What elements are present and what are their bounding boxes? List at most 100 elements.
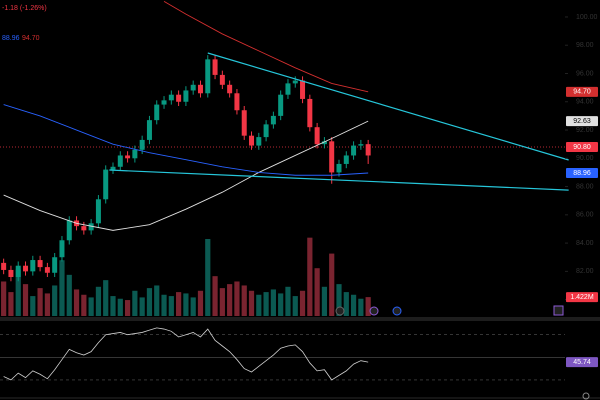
- price-label-box: [566, 141, 598, 152]
- volume-bar: [241, 285, 247, 316]
- candle-body: [249, 135, 255, 146]
- volume-bar: [37, 288, 43, 316]
- candle-body: [212, 59, 218, 75]
- candle-body: [30, 260, 36, 272]
- volume-bar: [227, 284, 233, 316]
- candle-body: [154, 104, 160, 121]
- candle-body: [81, 226, 87, 231]
- volume-bar: [8, 292, 14, 316]
- candle-body: [146, 120, 152, 140]
- candle-body: [285, 83, 291, 95]
- price-label: 1.422M: [570, 294, 594, 301]
- header-change: -1.18 (-1.26%): [2, 5, 47, 12]
- volume-bar: [292, 296, 298, 316]
- candle-body: [234, 93, 240, 111]
- candle-body: [110, 166, 116, 170]
- y-tick-label: 100.00: [576, 14, 598, 21]
- moving-average: [3, 104, 369, 176]
- y-tick-label: 98.00: [576, 42, 594, 49]
- volume-bar: [103, 280, 109, 316]
- candle-body: [343, 155, 349, 164]
- volume-bar: [212, 276, 218, 316]
- candle-body: [1, 262, 7, 270]
- candle-body: [8, 269, 14, 278]
- price-label: 88.96: [573, 170, 591, 177]
- settings-icon[interactable]: [582, 392, 590, 400]
- header-ma-value: 88.96: [2, 35, 20, 42]
- volume-bar: [176, 292, 182, 316]
- price-label-box: [566, 357, 598, 368]
- candle-body: [351, 145, 357, 156]
- volume-bar: [73, 289, 80, 316]
- candle-body: [59, 240, 65, 258]
- volume-bar: [22, 284, 29, 316]
- price-label-box: [566, 167, 598, 178]
- candle-body: [197, 84, 203, 94]
- y-tick-label: 86.00: [576, 212, 594, 219]
- y-tick-label: 82.00: [576, 268, 594, 275]
- volume-bar: [307, 237, 313, 316]
- volume-bar: [95, 286, 102, 316]
- y-tick-label: 92.00: [576, 127, 594, 134]
- candle-body: [190, 84, 196, 91]
- trendline: [207, 52, 569, 161]
- candle-body: [263, 124, 269, 138]
- candle-body: [168, 94, 174, 101]
- volume-bar: [52, 285, 58, 316]
- volume-bar: [59, 260, 65, 316]
- price-axis: 80.0082.0084.0086.0088.0090.0092.0094.00…: [565, 14, 598, 368]
- volume-bar: [278, 293, 284, 316]
- volume-bar: [66, 274, 72, 316]
- volume-bar: [219, 288, 225, 316]
- candle-body: [219, 74, 225, 85]
- event-icon[interactable]: [369, 306, 379, 316]
- volume-bar: [365, 297, 371, 316]
- volume-bar: [110, 296, 116, 316]
- y-tick-label: 90.00: [576, 155, 594, 162]
- event-icon[interactable]: [392, 306, 402, 316]
- candle-body: [300, 80, 306, 99]
- volume-bar: [314, 268, 320, 316]
- volume-bar: [329, 253, 335, 316]
- price-label-box: [566, 292, 598, 303]
- event-icon[interactable]: [553, 305, 564, 316]
- candle-body: [183, 90, 189, 102]
- y-tick-label: 84.00: [576, 240, 594, 247]
- volume-bar: [197, 290, 204, 316]
- volume-bar: [15, 269, 21, 316]
- volume-bar: [132, 290, 138, 316]
- candle-body: [292, 80, 298, 84]
- price-label-box: [566, 86, 598, 97]
- volume-bar: [270, 289, 276, 316]
- candle-body: [44, 267, 50, 273]
- event-icon[interactable]: [335, 306, 345, 316]
- volume-bar: [146, 288, 153, 316]
- candle-body: [117, 155, 123, 167]
- candle-body: [95, 199, 101, 224]
- candle-body: [125, 155, 131, 159]
- volume-bar: [44, 293, 50, 316]
- y-tick-label: 96.00: [576, 70, 594, 77]
- price-label: 92.63: [573, 118, 591, 125]
- volume-bar: [350, 294, 357, 316]
- volume-bar: [168, 296, 174, 316]
- y-tick-label: 88.00: [576, 183, 594, 190]
- candle-body: [227, 84, 233, 94]
- candle-body: [88, 223, 94, 231]
- candle-body: [365, 144, 371, 156]
- rsi-line: [3, 327, 369, 381]
- candle-body: [336, 163, 342, 173]
- candle-body: [329, 141, 335, 173]
- candle-body: [314, 127, 320, 145]
- candle-body: [66, 220, 72, 241]
- candle-body: [103, 169, 109, 200]
- price-label: 45.74: [573, 359, 591, 366]
- volume-bar: [139, 297, 145, 316]
- volume-bar: [1, 281, 7, 316]
- candle-body: [205, 59, 211, 94]
- volume-bar: [183, 293, 189, 316]
- candle-body: [139, 139, 145, 150]
- volume-bar: [190, 297, 196, 316]
